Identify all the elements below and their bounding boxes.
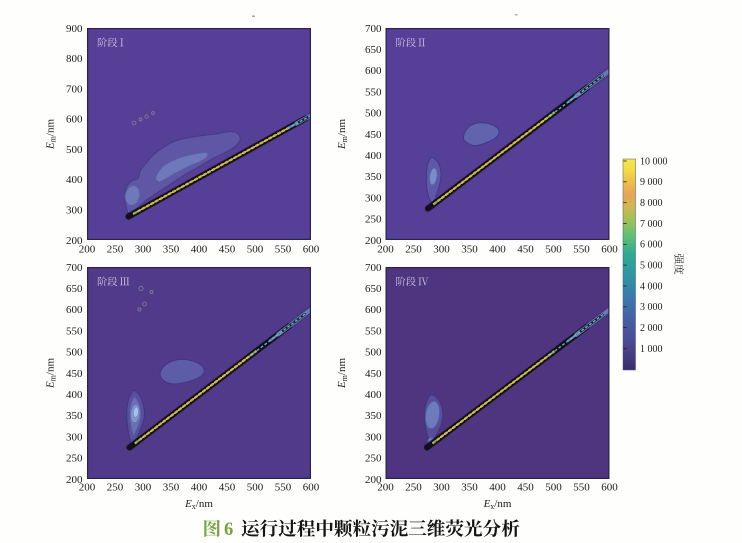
svg-text:250: 250	[365, 214, 382, 226]
svg-text:5 000: 5 000	[640, 261, 663, 272]
svg-text:400: 400	[66, 174, 83, 186]
svg-text:350: 350	[66, 410, 83, 422]
svg-text:600: 600	[365, 65, 382, 77]
svg-text:Ex/nm: Ex/nm	[184, 498, 213, 511]
svg-text:7 000: 7 000	[640, 219, 663, 230]
svg-text:600: 600	[303, 244, 320, 256]
svg-text:350: 350	[365, 171, 382, 183]
svg-text:6 000: 6 000	[640, 240, 663, 251]
svg-text:500: 500	[545, 244, 562, 256]
svg-text:650: 650	[365, 283, 382, 295]
svg-text:550: 550	[365, 325, 382, 337]
svg-text:400: 400	[191, 482, 208, 494]
svg-text:400: 400	[191, 244, 208, 256]
svg-text:250: 250	[365, 453, 382, 465]
svg-text:300: 300	[365, 431, 382, 443]
svg-text:400: 400	[489, 482, 506, 494]
svg-text:200: 200	[79, 482, 96, 494]
svg-text:550: 550	[275, 482, 292, 494]
svg-text:450: 450	[219, 482, 236, 494]
svg-text:700: 700	[365, 262, 382, 274]
svg-text:600: 600	[66, 114, 83, 126]
svg-text:400: 400	[66, 389, 83, 401]
svg-text:250: 250	[107, 482, 124, 494]
svg-text:600: 600	[66, 304, 83, 316]
svg-text:250: 250	[405, 482, 422, 494]
svg-text:1 000: 1 000	[640, 344, 663, 355]
svg-text:350: 350	[365, 410, 382, 422]
svg-text:6: 6	[224, 519, 233, 540]
svg-text:550: 550	[573, 244, 590, 256]
svg-text:Em/nm: Em/nm	[45, 119, 58, 151]
svg-text:450: 450	[517, 244, 534, 256]
svg-text:300: 300	[433, 244, 450, 256]
svg-text:200: 200	[79, 244, 96, 256]
svg-text:300: 300	[66, 431, 83, 443]
svg-text:600: 600	[601, 482, 618, 494]
svg-text:400: 400	[365, 150, 382, 162]
svg-text:500: 500	[247, 244, 264, 256]
svg-text:550: 550	[275, 244, 292, 256]
svg-text:200: 200	[377, 482, 394, 494]
svg-text:650: 650	[66, 283, 83, 295]
svg-text:350: 350	[163, 244, 180, 256]
svg-text:500: 500	[247, 482, 264, 494]
svg-text:4 000: 4 000	[640, 281, 663, 292]
svg-text:Em/nm: Em/nm	[336, 119, 349, 151]
svg-text:550: 550	[573, 482, 590, 494]
svg-text:350: 350	[461, 244, 478, 256]
svg-text:600: 600	[365, 304, 382, 316]
svg-text:450: 450	[365, 129, 382, 141]
svg-text:200: 200	[66, 235, 83, 247]
svg-text:250: 250	[66, 453, 83, 465]
svg-text:250: 250	[107, 244, 124, 256]
svg-text:400: 400	[365, 389, 382, 401]
svg-text:300: 300	[135, 244, 152, 256]
svg-text:500: 500	[545, 482, 562, 494]
svg-text:700: 700	[66, 262, 83, 274]
svg-text:500: 500	[66, 144, 83, 156]
svg-text:700: 700	[365, 23, 382, 35]
svg-text:300: 300	[365, 192, 382, 204]
svg-text:300: 300	[433, 482, 450, 494]
svg-text:700: 700	[66, 83, 83, 95]
svg-text:3 000: 3 000	[640, 302, 663, 313]
svg-text:600: 600	[601, 244, 618, 256]
svg-text:500: 500	[365, 347, 382, 359]
svg-text:400: 400	[489, 244, 506, 256]
svg-text:600: 600	[303, 482, 320, 494]
svg-text:Em/nm: Em/nm	[336, 358, 349, 390]
svg-text:550: 550	[66, 325, 83, 337]
svg-text:Ex/nm: Ex/nm	[483, 498, 512, 511]
svg-text:900: 900	[66, 23, 83, 35]
svg-text:650: 650	[365, 44, 382, 56]
svg-text:450: 450	[517, 482, 534, 494]
svg-text:200: 200	[66, 474, 83, 486]
svg-text:800: 800	[66, 53, 83, 65]
svg-text:200: 200	[365, 474, 382, 486]
svg-text:450: 450	[66, 368, 83, 380]
svg-text:Em/nm: Em/nm	[45, 358, 58, 390]
svg-text:200: 200	[377, 244, 394, 256]
svg-text:300: 300	[66, 205, 83, 217]
svg-text:450: 450	[219, 244, 236, 256]
svg-text:300: 300	[135, 482, 152, 494]
svg-text:550: 550	[365, 86, 382, 98]
svg-text:10 000: 10 000	[640, 156, 668, 167]
svg-text:350: 350	[461, 482, 478, 494]
svg-text:8 000: 8 000	[640, 198, 663, 209]
svg-text:200: 200	[365, 235, 382, 247]
svg-text:2 000: 2 000	[640, 323, 663, 334]
svg-text:500: 500	[66, 347, 83, 359]
svg-text:250: 250	[405, 244, 422, 256]
svg-text:350: 350	[163, 482, 180, 494]
svg-text:500: 500	[365, 108, 382, 120]
svg-text:450: 450	[365, 368, 382, 380]
svg-text:9 000: 9 000	[640, 177, 663, 188]
